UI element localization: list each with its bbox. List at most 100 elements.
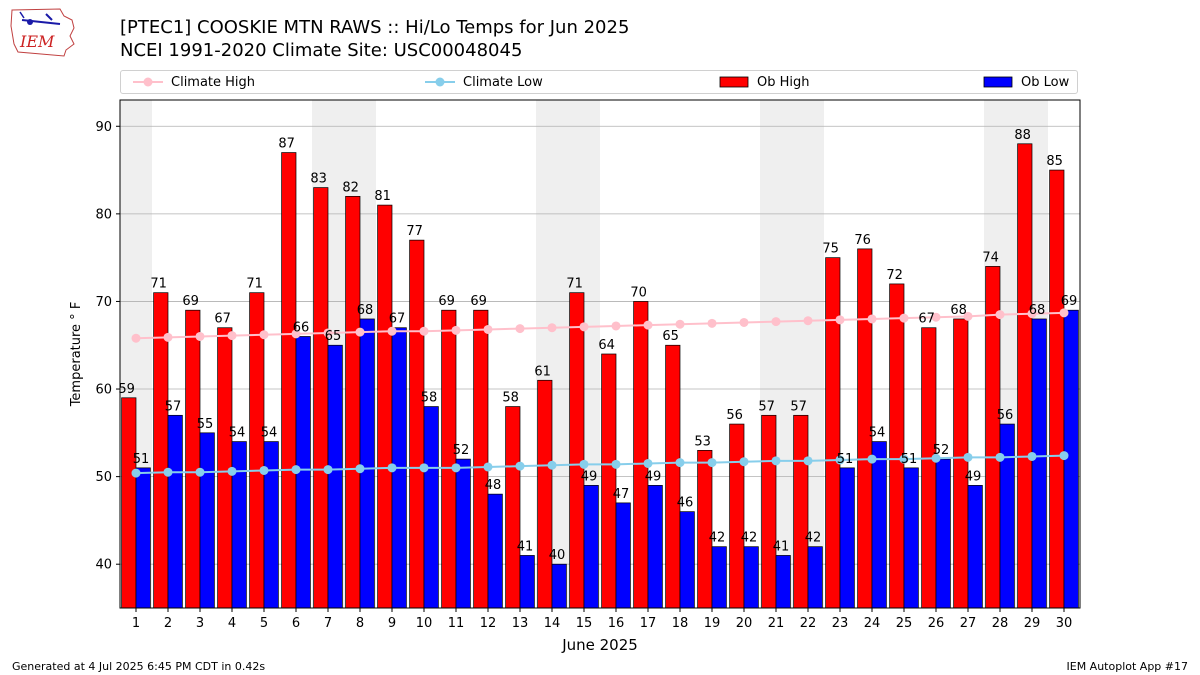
x-tick-label-16: 16 [608,616,625,631]
ob-low-label-20: 42 [741,531,758,546]
ob-low-bar-17 [647,485,663,609]
ob-low-label-22: 42 [805,531,822,546]
ob-low-label-27: 49 [965,469,982,484]
climate-high-point-3 [195,331,205,341]
x-tick-label-11: 11 [448,616,465,631]
ob-low-bar-4 [231,441,247,609]
ob-low-label-23: 51 [837,452,854,467]
climate-high-point-27 [963,311,973,321]
ob-low-bar-8 [359,318,375,609]
climate-low-point-30 [1059,451,1069,461]
climate-high-point-4 [227,331,237,341]
x-tick-label-6: 6 [292,616,300,631]
x-tick-label-21: 21 [768,616,785,631]
x-tick-label-2: 2 [164,616,172,631]
climate-high-point-19 [707,318,717,328]
climate-high-point-16 [611,321,621,331]
climate-low-point-13 [515,461,525,471]
ob-high-label-5: 71 [246,277,263,292]
x-tick-label-20: 20 [736,616,753,631]
ob-low-bar-24 [871,441,887,609]
climate-high-point-14 [547,323,557,333]
climate-lines [131,308,1069,478]
climate-low-point-25 [899,454,909,464]
plot-frame [119,99,1081,609]
x-tick-label-26: 26 [928,616,945,631]
climate-low-point-12 [483,462,493,472]
ob-low-bar-29 [1031,318,1047,609]
x-tick-label-25: 25 [896,616,913,631]
legend-climate-low-label: Climate Low [463,74,543,90]
climate-high-point-30 [1059,308,1069,318]
climate-low-point-5 [259,465,269,475]
chart-title: [PTEC1] COOSKIE MTN RAWS :: Hi/Lo Temps … [120,17,630,38]
x-tick-label-4: 4 [228,616,236,631]
x-tick-label-3: 3 [196,616,204,631]
y-tick-label-90: 90 [95,120,112,135]
ob-low-label-10: 58 [421,391,438,406]
ob-low-bar-23 [839,467,855,609]
ob-low-bar-7 [327,344,343,609]
ob-high-label-21: 57 [758,399,775,414]
x-tick-label-5: 5 [260,616,268,631]
ob-low-label-18: 46 [677,496,694,511]
ob-high-bar-25 [889,283,905,609]
ob-low-label-6: 66 [293,320,310,335]
ob-low-label-9: 67 [389,312,406,327]
ob-high-bar-30 [1049,169,1065,609]
ob-low-label-2: 57 [165,399,182,414]
y-gridlines [120,125,1080,565]
climate-high-point-12 [483,324,493,334]
ob-high-label-25: 72 [886,268,903,283]
ob-low-bar-18 [679,511,695,609]
ob-high-bar-5 [249,292,265,609]
ob-high-label-28: 74 [982,250,999,265]
climate-low-line [135,454,1065,475]
ob-low-label-17: 49 [645,469,662,484]
x-tick-label-29: 29 [1024,616,1041,631]
ob-high-bar-26 [921,327,937,609]
ob-high-label-24: 76 [854,233,871,248]
ob-low-label-11: 52 [453,443,470,458]
ob-high-bar-21 [761,414,777,609]
x-tick-label-12: 12 [480,616,497,631]
ob-high-bar-17 [633,301,649,609]
climate-high-point-10 [419,326,429,336]
ob-high-bar-1 [121,397,137,609]
ob-high-bar-15 [569,292,585,609]
ob-low-bar-28 [999,423,1015,609]
climate-low-point-4 [227,466,237,476]
climate-low-point-9 [387,463,397,473]
climate-low-point-8 [355,464,365,474]
ob-high-label-30: 85 [1046,154,1063,169]
ob-high-bar-9 [377,204,393,609]
ob-low-bar-3 [199,432,215,609]
ob-low-bar-2 [167,414,183,609]
ob-low-bar-12 [487,493,503,609]
ob-low-label-16: 47 [613,487,630,502]
ob-high-label-17: 70 [630,285,647,300]
ob-low-label-24: 54 [869,426,886,441]
ob-high-label-11: 69 [438,294,455,309]
climate-high-point-6 [291,329,301,339]
ob-high-label-23: 75 [822,242,839,257]
climate-low-point-15 [579,459,589,469]
ob-high-label-13: 58 [502,391,519,406]
ob-high-label-10: 77 [406,224,423,239]
climate-low-point-17 [643,458,653,468]
x-tick-label-24: 24 [864,616,881,631]
x-axis-label: June 2025 [561,636,638,654]
climate-high-point-8 [355,327,365,337]
legend: Climate High Climate Low Ob High Ob Low [120,70,1078,94]
climate-low-point-22 [803,456,813,466]
ob-low-bar-1 [135,467,151,609]
ob-low-label-8: 68 [357,303,374,318]
x-tick-label-10: 10 [416,616,433,631]
ob-high-label-4: 67 [214,312,231,327]
x-tick-label-19: 19 [704,616,721,631]
ob-low-label-5: 54 [261,426,278,441]
y-tick-label-60: 60 [95,383,112,398]
ob-high-bar-18 [665,344,681,609]
ob-high-bar-14 [537,379,553,609]
climate-high-point-26 [931,312,941,322]
